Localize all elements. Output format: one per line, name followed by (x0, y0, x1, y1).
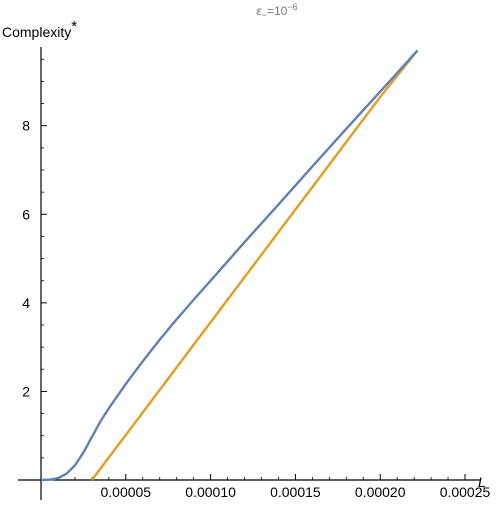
y-tick-label: 8 (22, 118, 30, 134)
x-tick-label: 0.00020 (355, 484, 406, 500)
x-tick-label: 0.00010 (185, 484, 236, 500)
chart-title: ε−=10−6 (256, 2, 297, 20)
y-tick-label: 6 (22, 206, 30, 222)
y-tick-label: 2 (22, 383, 30, 399)
axis-ticks: 0.00005 0.00010 0.00015 0.00020 0.00025 2 4 6 8 (22, 58, 491, 500)
x-tick-label: 0.00015 (270, 484, 321, 500)
series-line-1 (40, 49, 419, 482)
x-tick-label: 0.00025 (440, 484, 491, 500)
x-tick-label: 0.00005 (100, 484, 151, 500)
y-axis-label: Complexity* (2, 18, 77, 40)
x-axis-label: L (478, 474, 486, 490)
series-layer (40, 49, 419, 482)
y-tick-label: 4 (22, 295, 30, 311)
series-line-2 (90, 49, 419, 481)
